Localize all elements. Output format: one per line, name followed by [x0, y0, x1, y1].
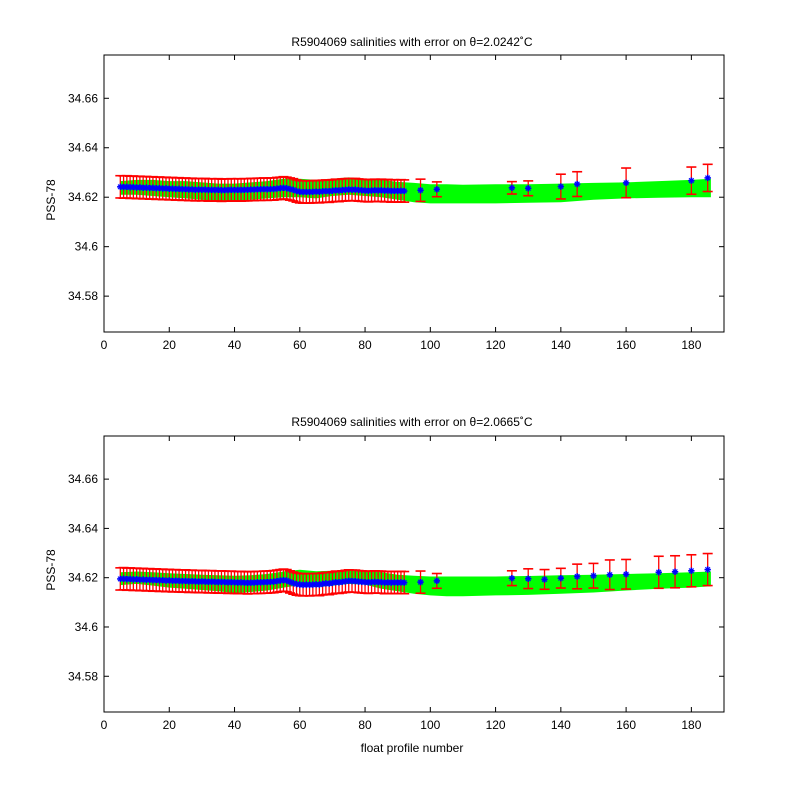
data-point [655, 569, 662, 576]
subplot-bottom-ylabel: PSS-78 [44, 549, 58, 591]
data-point [688, 177, 695, 184]
data-point-stroke [558, 575, 564, 581]
data-point [508, 184, 516, 192]
data-point [401, 579, 408, 586]
data-point-stroke [607, 572, 613, 578]
data-point-stroke [417, 187, 424, 194]
subplot-top-ylabel: PSS-78 [44, 179, 58, 221]
data-point-stroke [623, 180, 629, 186]
data-point [704, 566, 711, 573]
data-point [143, 576, 150, 584]
data-point [671, 568, 679, 575]
axes-frame [103, 54, 725, 333]
x-tick-label: 160 [616, 718, 636, 732]
y-tick-label: 34.62 [68, 571, 98, 585]
subplot-top-plot-body: 0 20 40 60 80 100 120 140 160 180 34.58 34.6 34.62 34… [68, 54, 725, 352]
data-point [433, 186, 441, 193]
data-point [622, 179, 630, 187]
data-point-stroke [284, 577, 290, 584]
x-tick-label: 140 [551, 718, 571, 732]
data-point-stroke [287, 579, 293, 585]
data-point [401, 187, 408, 195]
data-point [557, 574, 565, 582]
data-point-stroke [525, 575, 531, 582]
y-tick-label: 34.66 [68, 472, 98, 486]
x-tick-label: 0 [101, 718, 108, 732]
x-tick-label: 80 [358, 338, 372, 352]
data-point-stroke [590, 572, 597, 579]
y-tick-label: 34.6 [75, 240, 99, 254]
y-tick-label: 34.62 [68, 190, 98, 204]
x-tick-label: 40 [228, 718, 242, 732]
subplot-top-title: R5904069 salinities with error on θ=2.02… [291, 35, 532, 49]
y-tick-label: 34.66 [68, 91, 98, 105]
x-tick-label: 100 [420, 718, 440, 732]
data-point [704, 174, 711, 182]
data-point-stroke [574, 181, 580, 187]
x-tick-label: 80 [358, 718, 372, 732]
data-point-stroke [704, 175, 711, 181]
data-point-stroke [574, 573, 580, 580]
data-point [525, 185, 532, 192]
data-point [590, 572, 597, 579]
data-point [557, 183, 565, 190]
x-tick-label: 20 [163, 718, 177, 732]
data-point-stroke [688, 177, 695, 184]
x-tick-label: 40 [228, 338, 242, 352]
data-point-stroke [417, 579, 424, 585]
subplot-bottom-title: R5904069 salinities with error on θ=2.06… [291, 415, 532, 429]
data-point-stroke [434, 186, 440, 193]
data-point-stroke [401, 579, 407, 586]
x-tick-label: 100 [420, 338, 440, 352]
envelope-band [120, 177, 711, 204]
y-tick-label: 34.58 [68, 669, 98, 683]
data-point-stroke [541, 576, 548, 583]
x-tick-label: 60 [293, 338, 307, 352]
x-tick-label: 20 [163, 338, 177, 352]
data-point [541, 576, 548, 583]
x-tick-label: 180 [681, 718, 701, 732]
x-tick-label: 0 [101, 338, 108, 352]
subplot-top: R5904069 salinities with error on θ=2.02… [44, 35, 725, 352]
data-point [417, 187, 424, 194]
y-tick-label: 34.64 [68, 521, 98, 535]
subplot-bottom-xlabel: float profile number [361, 741, 464, 755]
x-tick-label: 140 [551, 338, 571, 352]
x-tick-label: 120 [486, 718, 506, 732]
data-point-stroke [509, 575, 515, 581]
data-point-stroke [525, 185, 531, 192]
axes-frame [103, 435, 725, 713]
data-point-stroke [623, 571, 629, 577]
data-point-stroke [434, 578, 440, 584]
data-point-stroke [290, 187, 296, 193]
x-tick-label: 60 [293, 718, 307, 732]
subplot-bottom-plot-body: 0 20 40 60 80 100 120 140 160 180 34.58 34.6 34.62 34… [68, 435, 725, 732]
x-tick-label: 120 [486, 338, 506, 352]
data-point-stroke [558, 183, 564, 190]
data-point-stroke [509, 185, 515, 191]
data-point-stroke [704, 566, 711, 573]
y-tick-label: 34.58 [68, 289, 98, 303]
y-tick-label: 34.64 [68, 141, 98, 155]
data-point-stroke [688, 568, 695, 574]
x-tick-label: 160 [616, 338, 636, 352]
data-point [688, 567, 695, 574]
data-point [433, 577, 441, 585]
y-tick-label: 34.6 [75, 620, 99, 634]
data-point-stroke [672, 569, 678, 575]
data-point [573, 180, 581, 188]
data-point-stroke [656, 569, 662, 576]
data-point [573, 573, 581, 580]
data-point [417, 578, 424, 586]
data-point [606, 571, 613, 578]
x-tick-label: 180 [681, 338, 701, 352]
data-point [525, 575, 532, 582]
data-point [622, 571, 630, 578]
data-point-stroke [401, 188, 407, 194]
data-point [508, 574, 516, 582]
subplot-bottom: R5904069 salinities with error on θ=2.06… [44, 415, 725, 755]
